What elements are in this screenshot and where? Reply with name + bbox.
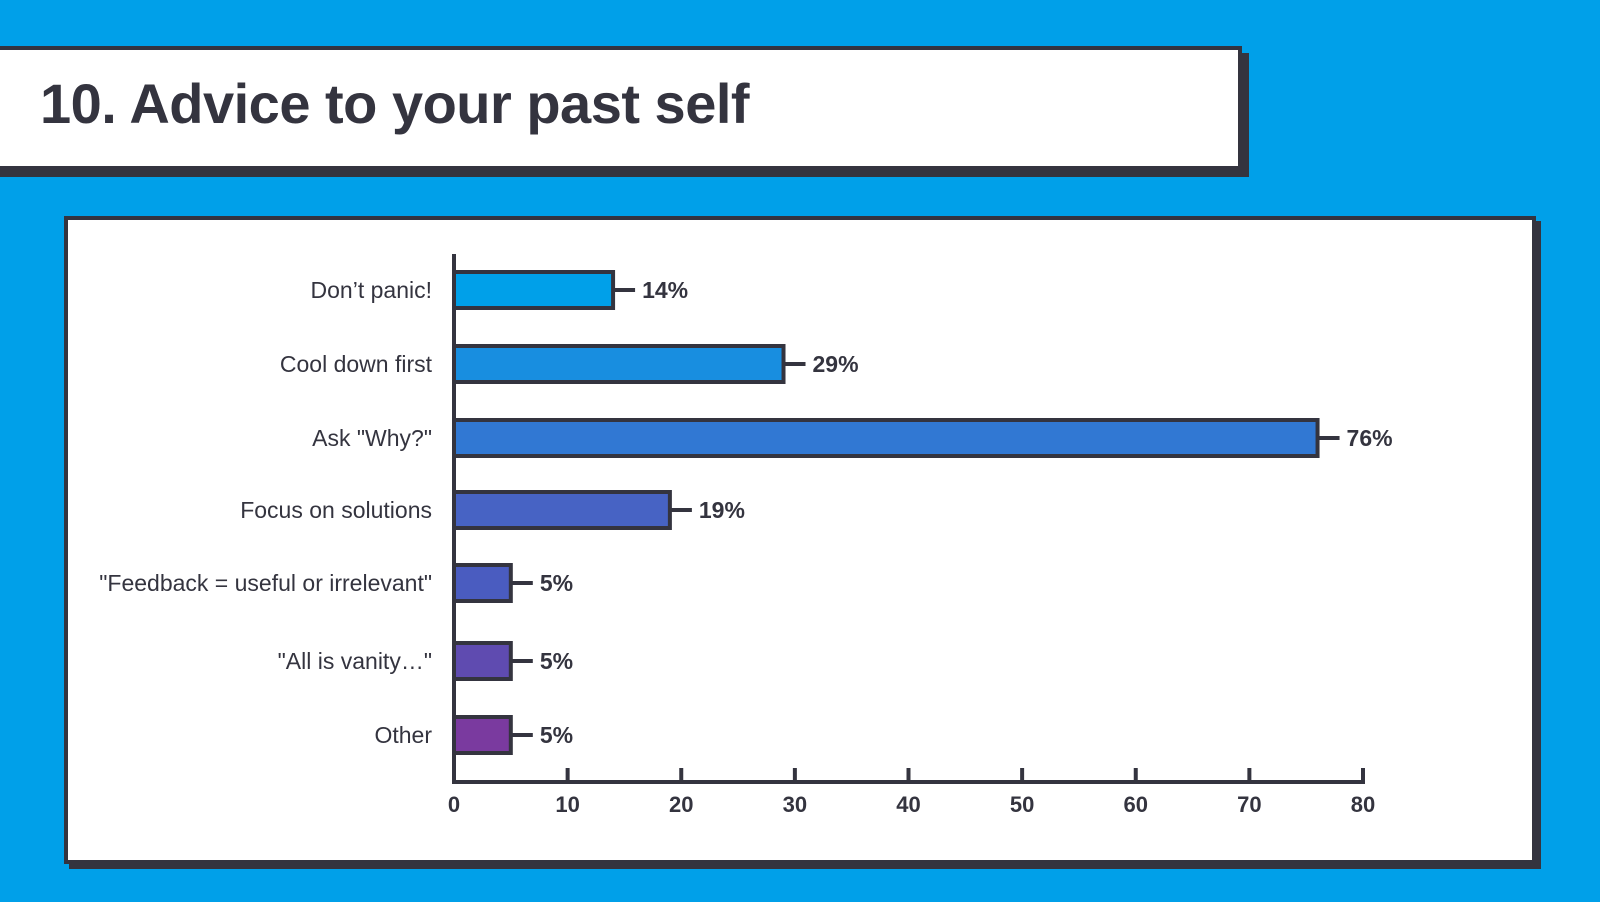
bar-value-label: 19%: [699, 497, 745, 523]
x-tick-label: 50: [1010, 792, 1034, 817]
bar-value-label: 5%: [540, 648, 573, 674]
bar: [452, 641, 513, 681]
bar: [452, 715, 513, 755]
bar-value-label: 5%: [540, 570, 573, 596]
category-label: "All is vanity…": [278, 648, 432, 674]
bar-chart: 0 10 20 30 40 50 60 70 80 Don’t panic! 14% Cool dow…: [99, 254, 1393, 817]
bar-value-label: 29%: [813, 351, 859, 377]
x-tick-label: 30: [783, 792, 807, 817]
x-tick-label: 70: [1237, 792, 1261, 817]
category-label: Other: [374, 722, 432, 748]
category-label: Cool down first: [280, 351, 433, 377]
category-label: Don’t panic!: [311, 277, 432, 303]
title-banner: 10. Advice to your past self: [0, 46, 1242, 170]
page-title: 10. Advice to your past self: [40, 72, 750, 135]
bar: [452, 490, 672, 530]
bar: [452, 563, 513, 603]
bar-value-label: 14%: [642, 277, 688, 303]
x-tick-label: 20: [669, 792, 693, 817]
bar: [452, 270, 616, 310]
x-tick-label: 0: [448, 792, 460, 817]
bar-value-label: 76%: [1347, 425, 1393, 451]
x-tick-label: 40: [896, 792, 920, 817]
bar-value-label: 5%: [540, 722, 573, 748]
x-tick-label: 10: [555, 792, 579, 817]
category-label: Focus on solutions: [240, 497, 432, 523]
bar: [452, 418, 1320, 458]
x-tick-label: 60: [1124, 792, 1148, 817]
bar: [452, 344, 786, 384]
category-label: Ask "Why?": [312, 425, 432, 451]
x-tick-label: 80: [1351, 792, 1375, 817]
category-label: "Feedback = useful or irrelevant": [99, 570, 432, 596]
chart-panel: 0 10 20 30 40 50 60 70 80 Don’t panic! 14% Cool dow…: [64, 216, 1536, 864]
